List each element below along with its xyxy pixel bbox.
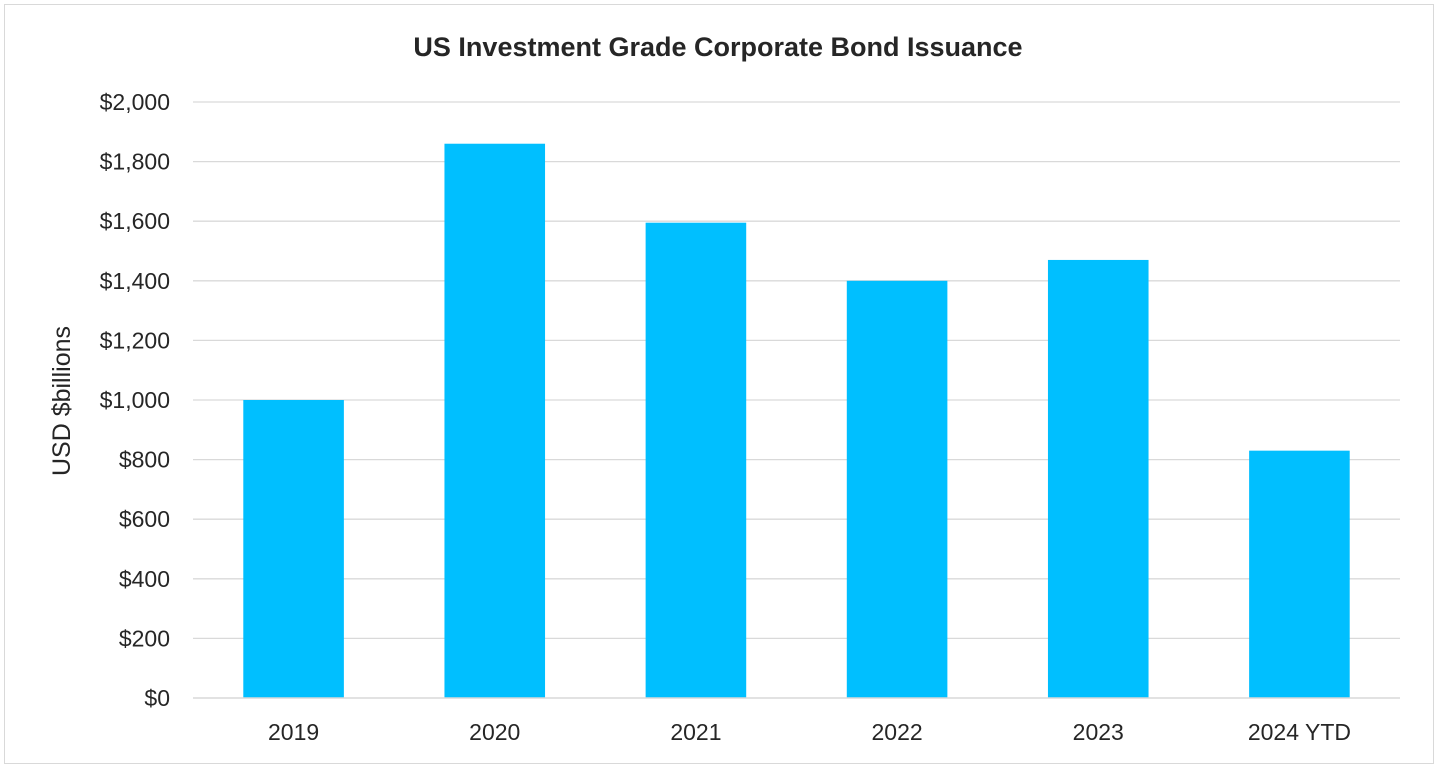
y-tick-label: $400	[119, 566, 170, 592]
bars	[243, 143, 1350, 699]
x-tick-label: 2021	[670, 719, 721, 745]
gridlines	[193, 101, 1400, 640]
y-tick-label: $1,000	[100, 387, 170, 413]
y-tick-label: $600	[119, 506, 170, 532]
y-axis-title: USD $billions	[48, 326, 76, 476]
bar-2024-ytd	[1249, 450, 1350, 698]
y-tick-label: $1,400	[100, 268, 170, 294]
bar-2022	[846, 280, 948, 698]
x-tick-label: 2024 YTD	[1248, 719, 1351, 745]
y-tick-label: $1,600	[100, 208, 170, 234]
bar-2019	[243, 400, 344, 698]
bar-2021	[645, 222, 747, 698]
bar-2020	[444, 143, 546, 699]
y-tick-label: $0	[144, 685, 170, 711]
bar-2023	[1047, 259, 1149, 698]
y-tick-label: $1,800	[100, 149, 170, 175]
y-axis-tick-labels: $0 $200 $400 $600 $800 $1,000 $1,200 $1,400 $1,6…	[100, 89, 170, 711]
y-tick-label: $200	[119, 625, 170, 651]
x-tick-label: 2023	[1073, 719, 1124, 745]
y-tick-label: $1,200	[100, 327, 170, 353]
x-tick-label: 2019	[268, 719, 319, 745]
y-tick-label: $800	[119, 447, 170, 473]
x-tick-label: 2022	[871, 719, 922, 745]
x-tick-label: 2020	[469, 719, 520, 745]
chart-title: US Investment Grade Corporate Bond Issua…	[413, 32, 1022, 62]
y-tick-label: $2,000	[100, 89, 170, 115]
x-axis-tick-labels: 2019 2020 2021 2022 2023 2024 YTD	[268, 719, 1351, 745]
